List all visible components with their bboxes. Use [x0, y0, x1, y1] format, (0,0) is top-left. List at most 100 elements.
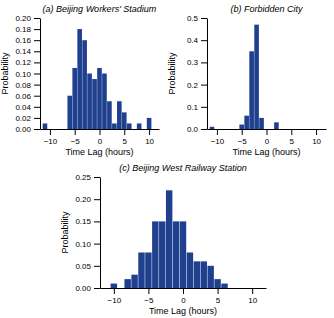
y-tick-mark	[34, 62, 40, 63]
y-tick: 0.10	[15, 70, 40, 79]
histogram-bar	[201, 261, 207, 288]
x-tick-mark	[217, 129, 218, 135]
y-tick-label: 0.16	[15, 36, 31, 45]
y-tick-label: 0.20	[75, 195, 91, 204]
y-tick-mark	[34, 107, 40, 108]
x-tick: −5	[144, 288, 154, 305]
y-tick-mark	[201, 18, 207, 19]
y-tick: 0.18	[15, 25, 40, 34]
histogram-bar	[256, 288, 262, 289]
y-tick-mark	[34, 85, 40, 86]
histogram-bar	[314, 129, 319, 130]
x-axis: −10−50510	[41, 129, 160, 146]
y-tick-mark	[94, 288, 100, 289]
y-tick-mark	[201, 62, 207, 63]
histogram-bar	[221, 284, 227, 288]
histogram-bar	[107, 101, 112, 129]
histogram-bar	[104, 288, 110, 289]
y-tick-mark	[34, 129, 40, 130]
y-tick: 0.1	[187, 103, 207, 112]
histogram-bar	[229, 129, 234, 130]
y-tick: 0.10	[75, 240, 100, 249]
y-tick-label: 0.1	[187, 103, 199, 112]
y-tick: 0.12	[15, 58, 40, 67]
y-axis: 0.000.050.100.150.200.25	[75, 173, 100, 293]
x-tick-mark	[75, 129, 76, 135]
histogram-bar	[118, 288, 124, 289]
bars	[43, 29, 152, 129]
histogram-bar	[309, 129, 314, 130]
x-tick: −10	[211, 129, 225, 146]
y-tick-label: 0.2	[187, 81, 199, 90]
y-tick: 0.2	[187, 81, 207, 90]
panel: −10−505100.00.10.20.30.40.5(b) Forbidden…	[167, 4, 327, 157]
x-tick-label: 0	[181, 296, 186, 305]
histogram-bar	[279, 129, 284, 130]
histogram-bar	[264, 129, 269, 130]
x-tick-mark	[149, 129, 150, 135]
y-tick-label: 0.10	[75, 240, 91, 249]
x-tick: 5	[290, 129, 295, 146]
y-tick-label: 0.14	[15, 47, 31, 56]
y-tick-label: 0.04	[15, 103, 31, 112]
histogram-bar	[137, 123, 142, 129]
x-tick-label: 5	[123, 137, 128, 146]
histogram-bar	[239, 125, 244, 129]
y-tick: 0.15	[75, 217, 100, 226]
x-tick: 0	[98, 129, 103, 146]
x-tick-mark	[124, 129, 125, 135]
histogram-bar	[194, 261, 200, 288]
histogram-bar	[152, 129, 157, 130]
x-tick-mark	[252, 288, 253, 294]
y-tick: 0.06	[15, 92, 40, 101]
y-tick-mark	[94, 177, 100, 178]
histogram-bar	[304, 129, 309, 130]
histogram-bar	[259, 118, 264, 129]
x-tick: −5	[238, 129, 248, 146]
x-tick-mark	[148, 288, 149, 294]
x-tick-mark	[114, 288, 115, 294]
histogram-bar	[53, 129, 58, 130]
histogram-bar	[207, 266, 213, 288]
x-tick: 0	[181, 288, 186, 305]
histogram-bar	[138, 252, 144, 288]
histogram-bar	[87, 74, 92, 130]
x-tick-label: −10	[44, 137, 58, 146]
x-tick-mark	[267, 129, 268, 135]
x-tick-label: 0	[98, 137, 103, 146]
y-tick-mark	[94, 266, 100, 267]
x-tick-mark	[100, 129, 101, 135]
y-tick-mark	[34, 74, 40, 75]
histogram-bar	[131, 275, 137, 288]
y-tick-mark	[34, 29, 40, 30]
panel: −10−505100.000.050.100.150.200.25(c) Bei…	[60, 163, 267, 316]
y-axis-line	[207, 19, 208, 130]
histogram-bar	[82, 40, 87, 129]
histogram-bar	[242, 288, 248, 289]
histogram-bar	[127, 123, 132, 129]
x-tick-mark	[218, 288, 219, 294]
histogram-bar	[112, 123, 117, 129]
y-axis-title: Probability	[0, 52, 10, 95]
histogram-bar	[269, 129, 274, 130]
x-tick: 0	[265, 129, 270, 146]
x-tick-mark	[291, 129, 292, 135]
x-tick-label: −5	[238, 137, 248, 146]
y-tick: 0.14	[15, 47, 40, 56]
histogram-bar	[220, 129, 225, 130]
y-tick-mark	[94, 199, 100, 200]
y-tick-label: 0.4	[187, 36, 199, 45]
y-tick: 0.25	[75, 173, 100, 182]
histogram-bar	[249, 288, 255, 289]
histogram-bar	[235, 288, 241, 289]
y-tick-label: 0.15	[75, 217, 91, 226]
histogram-bar	[132, 129, 137, 130]
x-axis: −10−50510	[208, 129, 327, 146]
histogram-bar	[294, 129, 299, 130]
histogram-bar	[249, 51, 254, 129]
histogram-bar	[284, 129, 289, 130]
x-tick: 5	[123, 129, 128, 146]
y-tick-mark	[34, 18, 40, 19]
histogram-bar	[228, 288, 234, 289]
x-axis-title: Time Lag (hours)	[149, 306, 217, 316]
